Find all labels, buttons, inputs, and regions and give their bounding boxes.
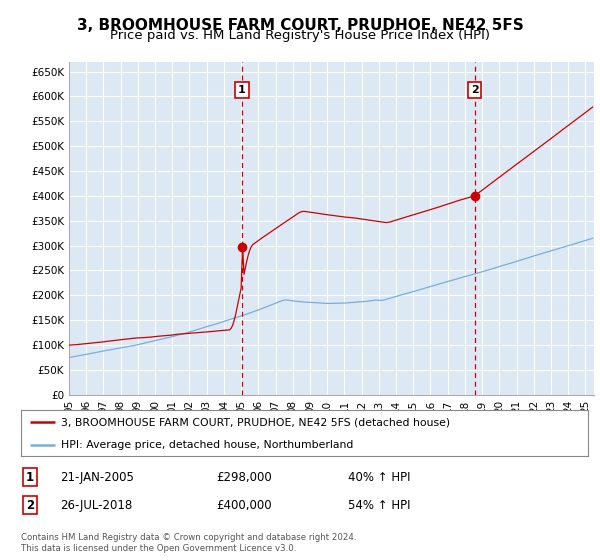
Text: 40% ↑ HPI: 40% ↑ HPI [348,470,410,484]
Text: 2: 2 [470,85,478,95]
Text: 26-JUL-2018: 26-JUL-2018 [60,498,132,512]
Text: HPI: Average price, detached house, Northumberland: HPI: Average price, detached house, Nort… [61,440,353,450]
Text: 1: 1 [26,470,34,484]
Text: 1: 1 [238,85,246,95]
Text: 3, BROOMHOUSE FARM COURT, PRUDHOE, NE42 5FS: 3, BROOMHOUSE FARM COURT, PRUDHOE, NE42 … [77,18,523,33]
Text: £400,000: £400,000 [216,498,272,512]
Text: £298,000: £298,000 [216,470,272,484]
Text: 2: 2 [26,498,34,512]
Text: Price paid vs. HM Land Registry's House Price Index (HPI): Price paid vs. HM Land Registry's House … [110,29,490,42]
Text: 54% ↑ HPI: 54% ↑ HPI [348,498,410,512]
Text: 3, BROOMHOUSE FARM COURT, PRUDHOE, NE42 5FS (detached house): 3, BROOMHOUSE FARM COURT, PRUDHOE, NE42 … [61,417,450,427]
Text: 21-JAN-2005: 21-JAN-2005 [60,470,134,484]
Text: Contains HM Land Registry data © Crown copyright and database right 2024.
This d: Contains HM Land Registry data © Crown c… [21,533,356,553]
